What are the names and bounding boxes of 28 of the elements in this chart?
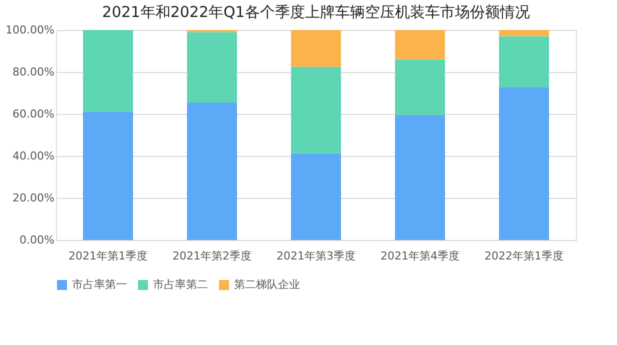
legend-label: 市占率第二 bbox=[153, 278, 208, 291]
y-tick-label: 60.00% bbox=[12, 108, 54, 120]
legend-label: 市占率第一 bbox=[72, 278, 127, 291]
bar bbox=[187, 32, 237, 102]
y-tick-label: 80.00% bbox=[12, 66, 54, 78]
y-tick-label: 40.00% bbox=[12, 150, 54, 162]
bar bbox=[499, 36, 549, 88]
bar bbox=[187, 102, 237, 240]
bar bbox=[499, 88, 549, 240]
bar bbox=[395, 114, 445, 240]
y-tick-label: 0.00% bbox=[20, 234, 54, 246]
bar bbox=[83, 30, 133, 112]
bar bbox=[395, 59, 445, 115]
bar bbox=[395, 30, 445, 60]
y-tick-label: 100.00% bbox=[6, 24, 54, 36]
bar bbox=[291, 153, 341, 240]
legend-label: 第二梯队企业 bbox=[234, 278, 300, 291]
x-tick-label: 2021年第4季度 bbox=[380, 250, 460, 262]
y-tick-label: 20.00% bbox=[12, 192, 54, 204]
bar bbox=[499, 30, 549, 36]
x-tick-label: 2021年第2季度 bbox=[172, 250, 252, 262]
bar bbox=[83, 112, 133, 240]
x-tick-label: 2022年第1季度 bbox=[484, 250, 564, 262]
x-tick-label: 2021年第3季度 bbox=[276, 250, 356, 262]
chart-title: 2021年和2022年Q1各个季度上牌车辆空压机装车市场份额情况 bbox=[102, 3, 530, 21]
bar bbox=[291, 66, 341, 154]
x-tick-label: 2021年第1季度 bbox=[68, 250, 148, 262]
bar bbox=[291, 30, 341, 67]
